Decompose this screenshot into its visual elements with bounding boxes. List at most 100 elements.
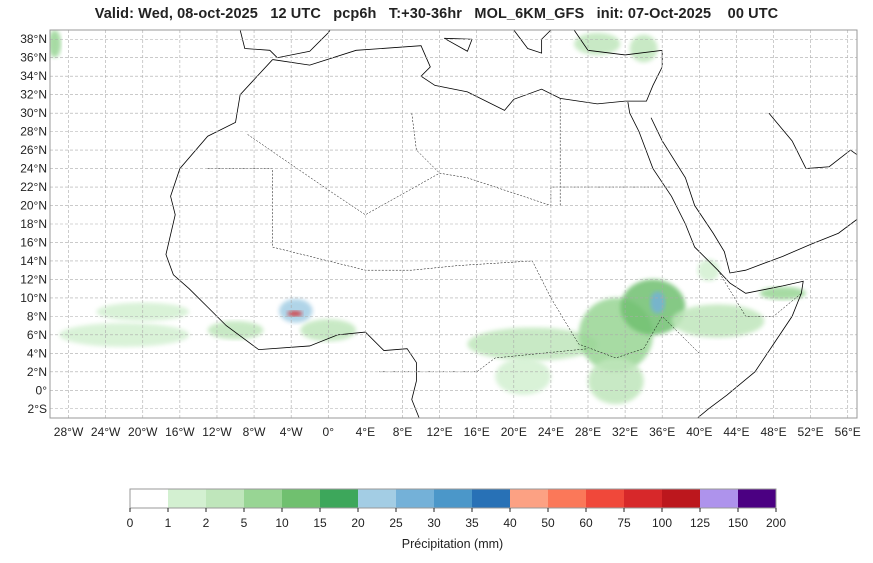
- coastline: [627, 101, 804, 418]
- lat-tick-label: 32°N: [20, 88, 47, 102]
- lat-tick-label: 28°N: [20, 125, 47, 139]
- lat-tick-label: 26°N: [20, 143, 47, 157]
- colorbar-swatch: [510, 489, 548, 508]
- lat-tick-label: 10°N: [20, 291, 47, 305]
- lon-tick-label: 12°W: [202, 425, 232, 439]
- coastline: [513, 30, 552, 54]
- precip-area: [650, 291, 665, 314]
- lat-tick-label: 14°N: [20, 254, 47, 268]
- lon-tick-label: 40°E: [686, 425, 712, 439]
- colorbar-swatch: [320, 489, 358, 508]
- map-title: Valid: Wed, 08-oct-2025 12 UTC pcp6h T:+…: [94, 6, 779, 22]
- precip-area: [207, 320, 264, 340]
- lat-tick-label: 18°N: [20, 217, 47, 231]
- lon-tick-label: 52°E: [798, 425, 824, 439]
- precip-area: [629, 34, 658, 63]
- colorbar-tick-label: 40: [503, 516, 517, 530]
- lat-tick-label: 0°: [36, 383, 48, 397]
- lat-tick-label: 24°N: [20, 162, 47, 176]
- map-frame: [49, 29, 858, 419]
- lon-tick-label: 8°E: [393, 425, 412, 439]
- colorbar-tick-label: 100: [652, 516, 672, 530]
- precip-area: [759, 286, 806, 300]
- colorbar-tick-label: 35: [465, 516, 479, 530]
- lat-tick-label: 36°N: [20, 51, 47, 65]
- colorbar-tick-label: 25: [389, 516, 403, 530]
- colorbar-swatch: [396, 489, 434, 508]
- colorbar-swatch: [434, 489, 472, 508]
- precip-area: [467, 327, 598, 361]
- lat-tick-label: 34°N: [20, 69, 47, 83]
- lon-tick-label: 48°E: [760, 425, 786, 439]
- precip-area: [574, 32, 621, 55]
- colorbar-tick-label: 75: [617, 516, 631, 530]
- colorbar-swatch: [738, 489, 776, 508]
- coastline: [768, 112, 857, 169]
- lon-tick-label: 20°W: [128, 425, 158, 439]
- lat-tick-label: 22°N: [20, 180, 47, 194]
- colorbar-swatch: [168, 489, 206, 508]
- colorbar-swatch: [700, 489, 738, 508]
- lat-tick-label: 2°N: [27, 365, 47, 379]
- colorbar-tick-label: 2: [203, 516, 210, 530]
- colorbar-tick-label: 200: [766, 516, 786, 530]
- coastline: [239, 30, 331, 59]
- colorbar-tick-label: 1: [165, 516, 172, 530]
- precip-area: [587, 357, 644, 405]
- precip-area: [495, 357, 551, 395]
- colorbar-tick-label: 150: [728, 516, 748, 530]
- lon-tick-label: 28°W: [54, 425, 84, 439]
- colorbar-swatch: [244, 489, 282, 508]
- lon-tick-label: 56°E: [835, 425, 861, 439]
- colorbar-frame: [129, 488, 777, 509]
- lat-tick-label: 20°N: [20, 199, 47, 213]
- lat-tick-label: 2°S: [28, 402, 47, 416]
- colorbar-tick-label: 60: [579, 516, 593, 530]
- precip-area: [287, 310, 303, 317]
- colorbar-swatch: [472, 489, 510, 508]
- colorbar-tick-label: 30: [427, 516, 441, 530]
- precip-area: [671, 304, 765, 338]
- colorbar-tick-label: 20: [351, 516, 365, 530]
- lon-tick-label: 0°: [323, 425, 335, 439]
- precip-area: [50, 30, 62, 58]
- colorbar-tick-label: 50: [541, 516, 555, 530]
- lat-tick-label: 16°N: [20, 235, 47, 249]
- colorbar-swatch: [282, 489, 320, 508]
- lon-tick-label: 32°E: [612, 425, 638, 439]
- lon-tick-label: 16°E: [464, 425, 490, 439]
- lon-tick-label: 20°E: [501, 425, 527, 439]
- colorbar-label: Précipitation (mm): [401, 537, 504, 551]
- country-border: [717, 270, 802, 317]
- lon-tick-label: 4°E: [356, 425, 375, 439]
- colorbar-swatch: [358, 489, 396, 508]
- country-border: [379, 348, 589, 373]
- precip-area: [279, 298, 313, 323]
- precip-area: [59, 322, 190, 347]
- colorbar-swatch: [662, 489, 700, 508]
- lon-tick-label: 4°W: [280, 425, 303, 439]
- colorbar-tick-label: 125: [690, 516, 710, 530]
- colorbar-tick-label: 0: [127, 516, 134, 530]
- colorbar-swatch: [624, 489, 662, 508]
- coastline: [650, 117, 857, 274]
- coastline: [444, 37, 473, 52]
- lat-tick-label: 38°N: [20, 32, 47, 46]
- colorbar-swatch: [130, 489, 168, 508]
- lon-tick-label: 8°W: [243, 425, 266, 439]
- lon-tick-label: 16°W: [165, 425, 195, 439]
- precip-area: [697, 259, 720, 282]
- lat-tick-label: 12°N: [20, 272, 47, 286]
- colorbar-swatch: [586, 489, 624, 508]
- lon-tick-label: 44°E: [723, 425, 749, 439]
- colorbar-tick-label: 15: [313, 516, 327, 530]
- lat-tick-label: 6°N: [27, 328, 47, 342]
- country-border: [411, 113, 440, 174]
- lon-tick-label: 24°E: [538, 425, 564, 439]
- lon-tick-label: 36°E: [649, 425, 675, 439]
- lat-tick-label: 30°N: [20, 106, 47, 120]
- lon-tick-label: 12°E: [427, 425, 453, 439]
- lon-tick-label: 24°W: [91, 425, 121, 439]
- country-border: [247, 134, 671, 216]
- country-border: [207, 168, 700, 359]
